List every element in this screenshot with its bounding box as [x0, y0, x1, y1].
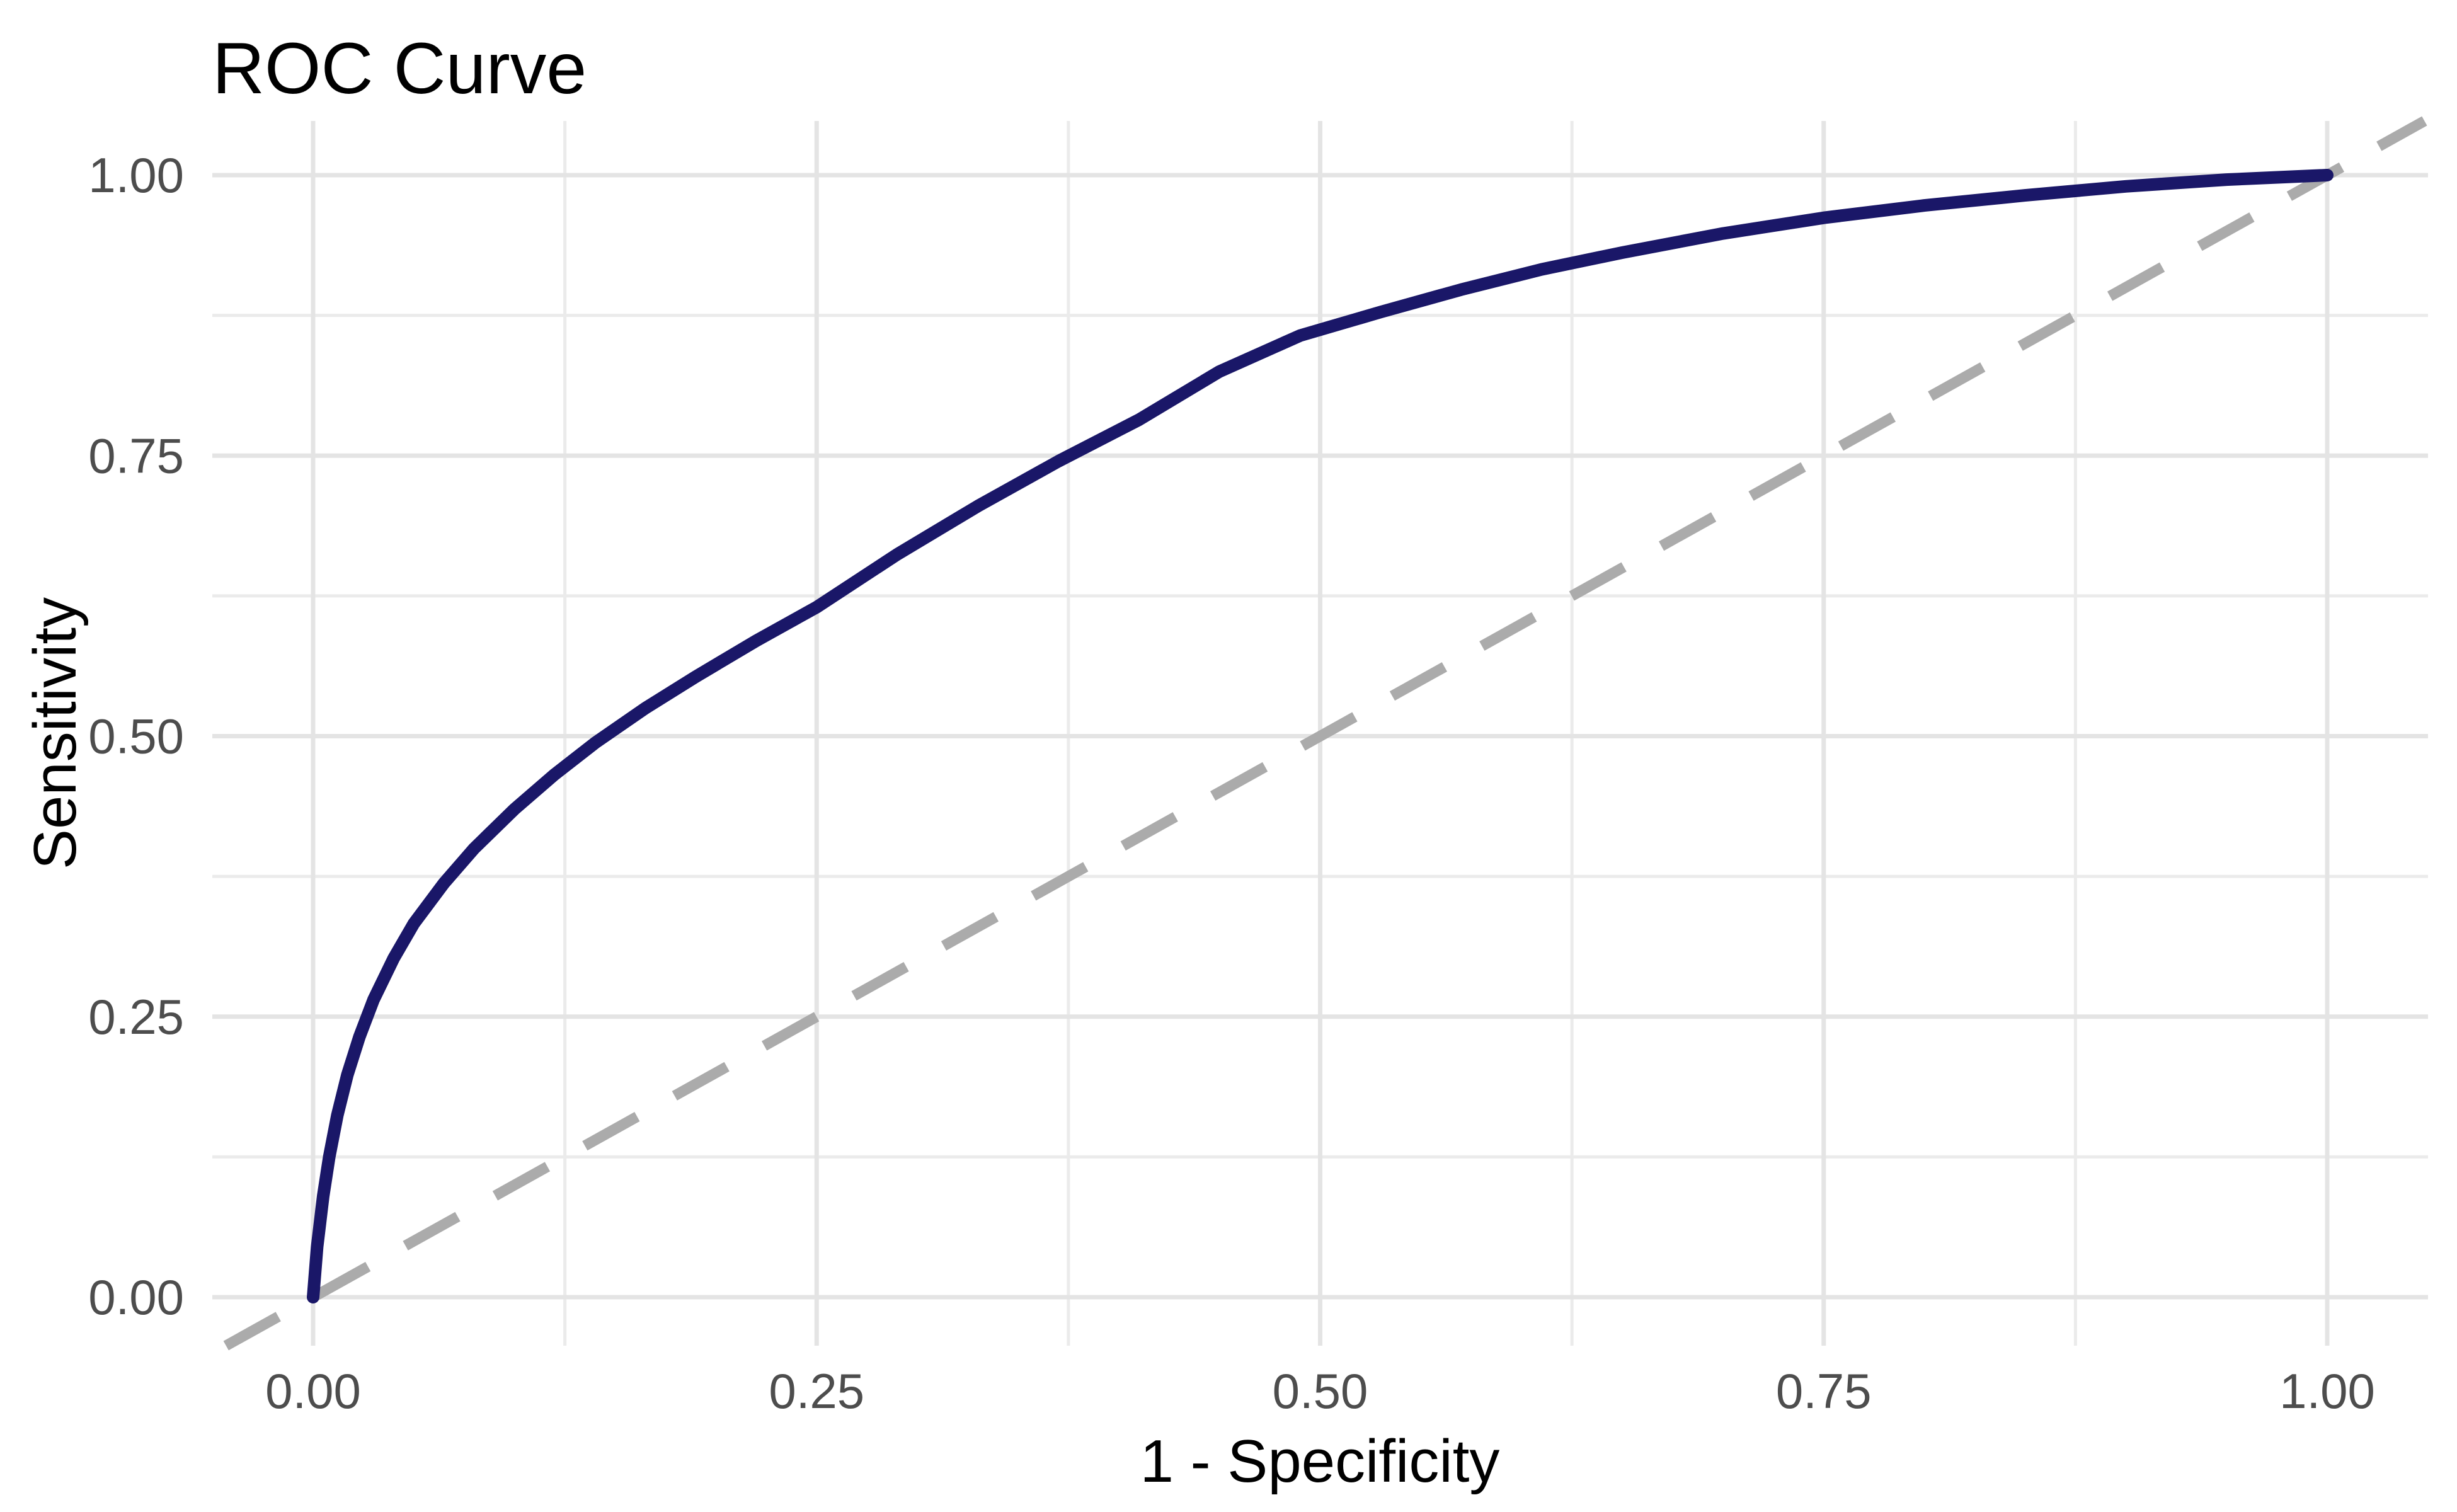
y-tick-label: 1.00 — [88, 147, 184, 203]
x-tick-label: 1.00 — [2279, 1363, 2375, 1419]
x-axis-title: 1 - Specificity — [1140, 1428, 1500, 1495]
x-tick-label: 0.00 — [265, 1363, 361, 1419]
chart-title: ROC Curve — [212, 28, 587, 109]
x-tick-label: 0.25 — [769, 1363, 864, 1419]
x-axis-tick-labels: 0.00 0.25 0.50 0.75 1.00 — [265, 1363, 2375, 1419]
y-tick-label: 0.25 — [88, 989, 184, 1045]
y-tick-label: 0.00 — [88, 1269, 184, 1325]
y-tick-label: 0.50 — [88, 709, 184, 764]
y-axis-tick-labels: 0.00 0.25 0.50 0.75 1.00 — [88, 147, 184, 1325]
x-tick-label: 0.75 — [1776, 1363, 1872, 1419]
x-tick-label: 0.50 — [1273, 1363, 1368, 1419]
roc-curve-line — [307, 169, 2334, 1303]
chance-diagonal-line — [223, 116, 2427, 1351]
y-tick-label: 0.75 — [88, 428, 184, 483]
y-axis-title: Sensitivity — [21, 597, 89, 869]
